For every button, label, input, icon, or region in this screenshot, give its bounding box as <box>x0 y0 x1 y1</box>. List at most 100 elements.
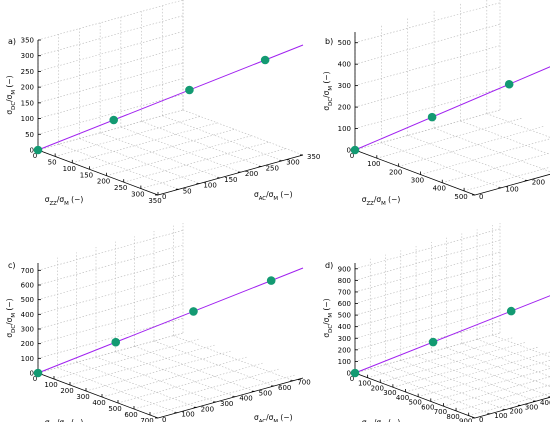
grid-line <box>354 321 501 362</box>
z-tick-label: 600 <box>338 300 351 308</box>
grid-line <box>37 0 184 41</box>
y-tick-label: 400 <box>540 399 550 407</box>
z-tick-label: 300 <box>338 335 351 343</box>
z-tick-label: 700 <box>338 288 351 296</box>
x-tick-label: 600 <box>421 403 434 411</box>
x-tick-label: 0 <box>33 375 37 383</box>
grid-line <box>37 259 184 300</box>
grid-line <box>37 288 184 330</box>
grid-line <box>153 340 275 387</box>
z-tick-label: 500 <box>338 312 351 320</box>
grid-line <box>354 2 501 44</box>
grid-line <box>420 138 550 175</box>
grid-line <box>476 339 550 367</box>
y-tick-label: 0 <box>162 416 166 422</box>
x-tick-label: 600 <box>124 411 137 419</box>
z-tick-label: 0 <box>347 370 351 378</box>
x-axis-label: σZZ/σM (−) <box>362 418 401 422</box>
panel-c: 0100200300400500600700010020030040050060… <box>5 223 311 422</box>
x-tick-label: 100 <box>367 160 380 168</box>
y-tick-label: 600 <box>278 384 291 392</box>
data-point <box>428 337 438 347</box>
grid-line <box>37 109 184 151</box>
x-tick-label: 700 <box>434 408 447 416</box>
grid-line <box>37 46 184 88</box>
grid-line <box>72 122 218 164</box>
grid-line <box>354 66 501 108</box>
x-tick-label: 300 <box>131 191 144 199</box>
x-axis-label: σZZ/σM (−) <box>45 195 84 207</box>
z-tick-label: 100 <box>338 125 351 133</box>
grid-line <box>162 115 283 161</box>
grid-line <box>37 93 184 135</box>
x-tick-label: 700 <box>140 417 153 422</box>
grid-line <box>120 126 241 173</box>
data-point <box>33 145 43 155</box>
data-point <box>427 112 437 122</box>
grid-line <box>133 368 280 410</box>
grid-line <box>354 228 501 270</box>
y-axis <box>157 154 304 196</box>
y-tick-label: 500 <box>259 389 272 397</box>
grid-line <box>100 132 221 179</box>
x-axis <box>354 372 476 419</box>
data-point <box>109 115 119 125</box>
x-tick-label: 200 <box>60 387 73 395</box>
grid-line <box>354 109 501 151</box>
z-tick-label: 0 <box>30 370 34 378</box>
z-tick-label: 900 <box>338 265 351 273</box>
grid-line <box>460 120 550 155</box>
grid-line <box>37 109 184 151</box>
z-tick-label: 300 <box>338 82 351 90</box>
x-axis <box>37 372 159 419</box>
z-axis-label: σDC/σM (−) <box>322 71 334 110</box>
y-axis-label: σAC/σM (−) <box>254 190 293 202</box>
z-tick-label: 100 <box>338 358 351 366</box>
y-tick-label: 200 <box>510 408 523 416</box>
z-tick-label: 300 <box>21 52 34 60</box>
grid-line <box>405 351 550 393</box>
y-tick-label: 150 <box>224 176 237 184</box>
grid-line <box>354 88 501 129</box>
x-tick-label: 400 <box>92 399 105 407</box>
z-tick-label: 350 <box>21 37 34 45</box>
y-tick-label: 700 <box>297 379 310 387</box>
y-axis <box>474 396 550 419</box>
x-tick-label: 300 <box>411 177 424 185</box>
x-tick-label: 400 <box>433 185 446 193</box>
x-tick-label: 200 <box>371 384 384 392</box>
z-tick-label: 0 <box>30 147 34 155</box>
grid-line <box>37 332 184 374</box>
fit-line <box>37 44 304 151</box>
z-tick-label: 200 <box>338 104 351 112</box>
y-tick-label: 50 <box>183 187 192 195</box>
x-tick-label: 500 <box>408 399 421 407</box>
y-tick-label: 0 <box>479 416 483 422</box>
grid-line <box>141 121 262 167</box>
grid-line <box>354 297 501 339</box>
grid-line <box>37 62 184 104</box>
x-axis-label: σZZ/σM (−) <box>362 195 401 207</box>
grid-line <box>76 362 197 408</box>
grid-line <box>370 368 491 415</box>
fit-line <box>354 66 550 151</box>
grid-line <box>431 351 550 397</box>
y-tick-label: 100 <box>505 186 518 194</box>
grid-line <box>106 135 252 177</box>
x-tick-label: 300 <box>383 389 396 397</box>
z-tick-label: 100 <box>21 115 34 123</box>
grid-line <box>381 142 502 189</box>
panel-label: b) <box>325 37 333 46</box>
z-tick-label: 800 <box>338 277 351 285</box>
data-point <box>504 79 514 89</box>
y-tick-label: 300 <box>286 159 299 167</box>
grid-line <box>37 15 184 57</box>
z-tick-label: 100 <box>21 355 34 363</box>
y-tick-label: 200 <box>201 405 214 413</box>
data-point <box>506 306 516 316</box>
y-tick-label: 250 <box>266 164 279 172</box>
grid-line <box>57 367 178 413</box>
z-tick-label: 700 <box>21 267 34 275</box>
x-axis <box>354 149 476 196</box>
